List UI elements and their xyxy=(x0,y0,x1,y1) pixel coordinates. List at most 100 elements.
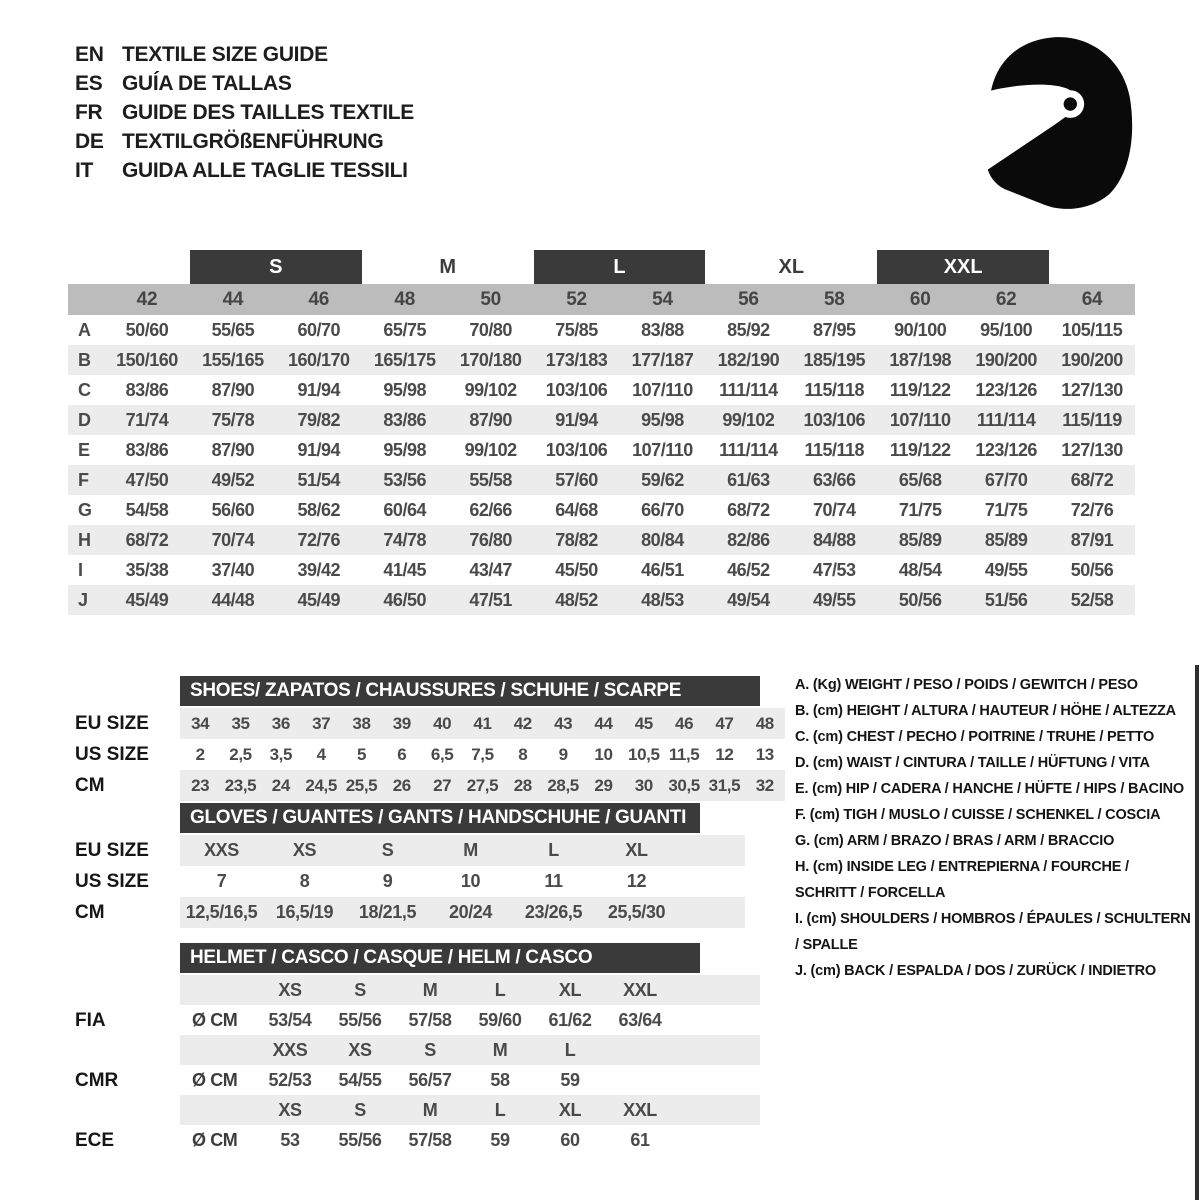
size-value-cell: 111/114 xyxy=(719,380,778,400)
language-row: DE TEXTILGRÖßENFÜHRUNG xyxy=(75,127,414,156)
helmet-value-cell: 63/64 xyxy=(618,1010,662,1030)
size-value-cell: 51/56 xyxy=(984,590,1028,610)
size-value-cell: 123/126 xyxy=(975,440,1037,460)
size-value-cell: 115/118 xyxy=(804,380,865,400)
measurement-row: J 45/49 44/48 45/49 46/50 47/51 48/52 48/53 49/5… xyxy=(68,585,1135,615)
size-cell: 9 xyxy=(382,871,393,891)
size-cell: 24,5 xyxy=(305,776,337,795)
language-title: TEXTILGRÖßENFÜHRUNG xyxy=(122,129,384,153)
numeric-size-cell: 62 xyxy=(995,289,1017,310)
unit-cell xyxy=(180,1035,255,1065)
size-value-cell: 65/75 xyxy=(383,320,426,340)
helmet-value-cell: 55/56 xyxy=(338,1130,382,1150)
size-value-cell: 53/56 xyxy=(383,470,426,490)
size-value-cell: 47/50 xyxy=(125,470,169,490)
size-value-cell: 115/119 xyxy=(1062,410,1122,430)
helmet-value-cell: 53 xyxy=(280,1130,300,1150)
helmet-value-cell: 57/58 xyxy=(408,1010,452,1030)
size-value-cell: 46/52 xyxy=(727,560,770,580)
size-value-cell: 54/58 xyxy=(125,500,169,520)
helmet-size-cell: XL xyxy=(558,1100,582,1120)
language-title-list: EN TEXTILE SIZE GUIDE ES GUÍA DE TALLAS FR GU… xyxy=(75,40,414,185)
size-cell: 34 xyxy=(191,714,210,733)
legend-item: B. (cm) HEIGHT / ALTURA / HAUTEUR / HÖHE… xyxy=(795,703,1176,719)
size-cell: M xyxy=(463,840,478,860)
size-value-cell: 48/52 xyxy=(555,590,598,610)
row-letter: A xyxy=(78,320,91,340)
size-value-cell: 50/56 xyxy=(1070,560,1114,580)
language-title: GUÍA DE TALLAS xyxy=(122,71,292,95)
size-cell: 25,5/30 xyxy=(607,902,666,922)
size-value-cell: 60/70 xyxy=(297,320,341,340)
size-cell: 23 xyxy=(191,776,210,795)
main-size-table: S M L XL XXL 42 44 46 48 50 52 54 56 58 60 62 64 A 50/60… xyxy=(68,250,1135,615)
unit-cell xyxy=(180,975,255,1005)
size-cell: S xyxy=(381,840,394,860)
helmet-value-cell: 56/57 xyxy=(408,1070,452,1090)
size-value-cell: 46/51 xyxy=(641,560,684,580)
size-value-cell: 85/92 xyxy=(727,320,770,340)
numeric-size-band: 42 44 46 48 50 52 54 56 58 60 62 64 xyxy=(68,284,1135,315)
size-row: US SIZE 7 8 9 10 11 12 xyxy=(75,866,745,897)
size-cell: 7 xyxy=(216,871,227,891)
size-value-cell: 45/49 xyxy=(125,590,169,610)
size-value-cell: 107/110 xyxy=(632,380,693,400)
size-value-cell: 177/187 xyxy=(631,350,694,370)
helmet-sizes-row: XS S M L XL XXL xyxy=(75,975,760,1005)
size-cell: 10 xyxy=(460,871,481,891)
unit-cell xyxy=(180,1095,255,1125)
language-row: EN TEXTILE SIZE GUIDE xyxy=(75,40,414,69)
measurement-row: F 47/50 49/52 51/54 53/56 55/58 57/60 59/62 61/6… xyxy=(68,465,1135,495)
size-value-cell: 103/106 xyxy=(803,410,866,430)
size-cell: 12 xyxy=(715,745,734,764)
row-label: EU SIZE xyxy=(75,713,149,734)
size-value-cell: 84/88 xyxy=(813,530,856,550)
size-cell: 43 xyxy=(554,714,573,733)
size-value-cell: 80/84 xyxy=(641,530,684,550)
shoes-table: SHOES/ ZAPATOS / CHAUSSURES / SCHUHE / S… xyxy=(75,676,785,801)
language-title: GUIDA ALLE TAGLIE TESSILI xyxy=(122,158,408,182)
size-cell: 10 xyxy=(594,745,613,764)
size-value-cell: 56/60 xyxy=(211,500,255,520)
legend-item: J. (cm) BACK / ESPALDA / DOS / ZURÜCK / … xyxy=(795,963,1156,979)
helmet-value-cell: 59/60 xyxy=(478,1010,522,1030)
values-strip: XS S M L XL XXL xyxy=(180,1095,760,1125)
legend-item: A. (Kg) WEIGHT / PESO / POIDS / GEWITCH … xyxy=(795,677,1138,693)
size-value-cell: 51/54 xyxy=(297,470,341,490)
numeric-size-cell: 42 xyxy=(136,289,158,310)
size-row: CM 23 23,5 24 24,5 25,5 26 27 27,5 28 28,5 29 30 30,5… xyxy=(75,770,785,801)
size-cell: 45 xyxy=(634,714,654,733)
row-label: ECE xyxy=(75,1130,115,1151)
size-value-cell: 95/98 xyxy=(383,440,426,460)
size-cell: 30 xyxy=(634,776,654,795)
size-value-cell: 74/78 xyxy=(383,530,426,550)
size-cell: 37 xyxy=(312,714,331,733)
measurement-rows: A 50/60 55/65 60/70 65/75 70/80 75/85 83/88 85/9… xyxy=(68,315,1135,615)
size-value-cell: 182/190 xyxy=(717,350,780,370)
language-code: IT xyxy=(75,158,94,182)
measurement-row: E 83/86 87/90 91/94 95/98 99/102 103/106 107/11… xyxy=(68,435,1135,465)
helmet-value-cell: 52/53 xyxy=(268,1070,312,1090)
size-cell: 28 xyxy=(513,776,533,795)
size-cell: 28,5 xyxy=(547,776,579,795)
numeric-size-cell: 56 xyxy=(738,289,759,310)
helmet-value-cell: 59 xyxy=(560,1070,580,1090)
row-label xyxy=(75,975,180,1005)
size-cell: 39 xyxy=(392,714,412,733)
table-title: SHOES/ ZAPATOS / CHAUSSURES / SCHUHE / S… xyxy=(180,676,760,706)
size-cell: 11,5 xyxy=(668,745,700,764)
helmet-sizes-row: XXS XS S M L xyxy=(75,1035,760,1065)
size-cell: 38 xyxy=(352,714,371,733)
size-value-cell: 75/78 xyxy=(211,410,255,430)
unit-cell: Ø CM xyxy=(192,1130,238,1150)
values-strip: 34 35 36 37 38 39 40 41 42 43 44 45 46 47 48 xyxy=(180,708,785,739)
size-value-cell: 58/62 xyxy=(297,500,341,520)
size-value-cell: 50/56 xyxy=(898,590,942,610)
size-cell: 6,5 xyxy=(430,745,454,764)
size-cell: XS xyxy=(292,840,317,860)
size-value-cell: 63/66 xyxy=(813,470,856,490)
helmet-size-cell: S xyxy=(354,1100,366,1120)
size-cell: 44 xyxy=(594,714,613,733)
legend-item: I. (cm) SHOULDERS / HOMBROS / ÉPAULES / … xyxy=(795,911,1191,953)
size-row: EU SIZE 34 35 36 37 38 39 40 41 42 43 44 45 46 47 48 xyxy=(75,708,785,739)
